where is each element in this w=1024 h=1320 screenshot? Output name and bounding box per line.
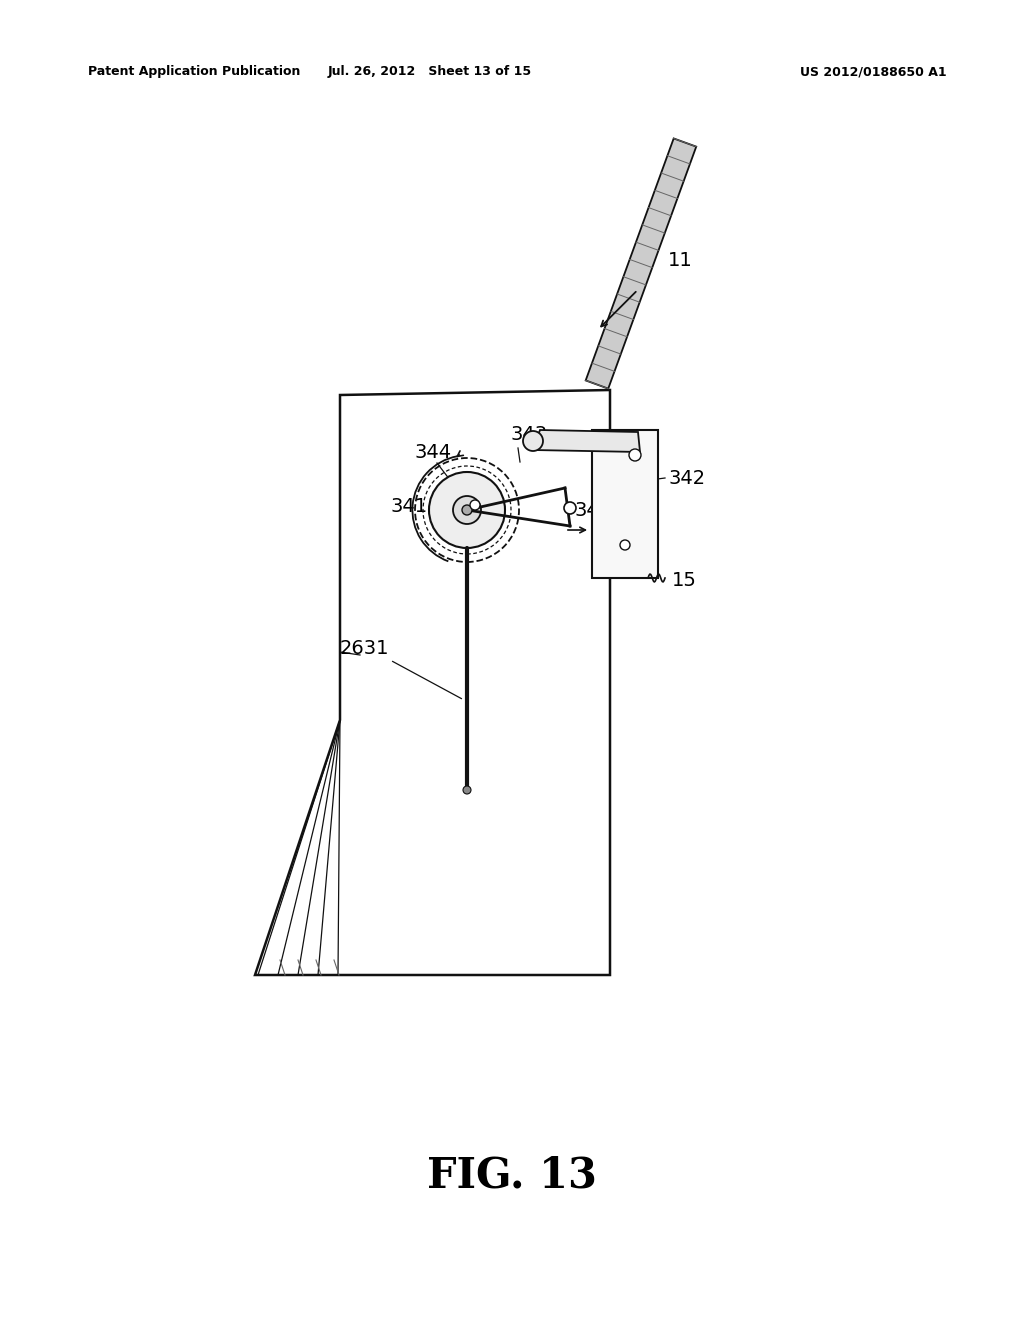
Text: 2631: 2631 xyxy=(340,639,389,657)
Text: 343: 343 xyxy=(510,425,547,445)
Circle shape xyxy=(453,496,481,524)
Bar xyxy=(592,430,658,578)
Text: 15: 15 xyxy=(672,570,697,590)
Circle shape xyxy=(629,449,641,461)
Text: 342: 342 xyxy=(668,469,706,487)
Circle shape xyxy=(620,540,630,550)
Circle shape xyxy=(564,502,575,513)
Text: Jul. 26, 2012   Sheet 13 of 15: Jul. 26, 2012 Sheet 13 of 15 xyxy=(328,66,532,78)
Text: Patent Application Publication: Patent Application Publication xyxy=(88,66,300,78)
Polygon shape xyxy=(586,139,696,388)
Circle shape xyxy=(463,785,471,795)
Text: 344: 344 xyxy=(415,444,453,462)
Text: 341: 341 xyxy=(390,498,427,516)
Text: 3421: 3421 xyxy=(574,500,624,520)
Circle shape xyxy=(523,432,543,451)
Text: 11: 11 xyxy=(668,251,693,269)
Circle shape xyxy=(462,506,472,515)
Circle shape xyxy=(470,500,480,510)
Polygon shape xyxy=(534,430,640,451)
Text: FIG. 13: FIG. 13 xyxy=(427,1154,597,1196)
Circle shape xyxy=(429,473,505,548)
Text: US 2012/0188650 A1: US 2012/0188650 A1 xyxy=(800,66,946,78)
